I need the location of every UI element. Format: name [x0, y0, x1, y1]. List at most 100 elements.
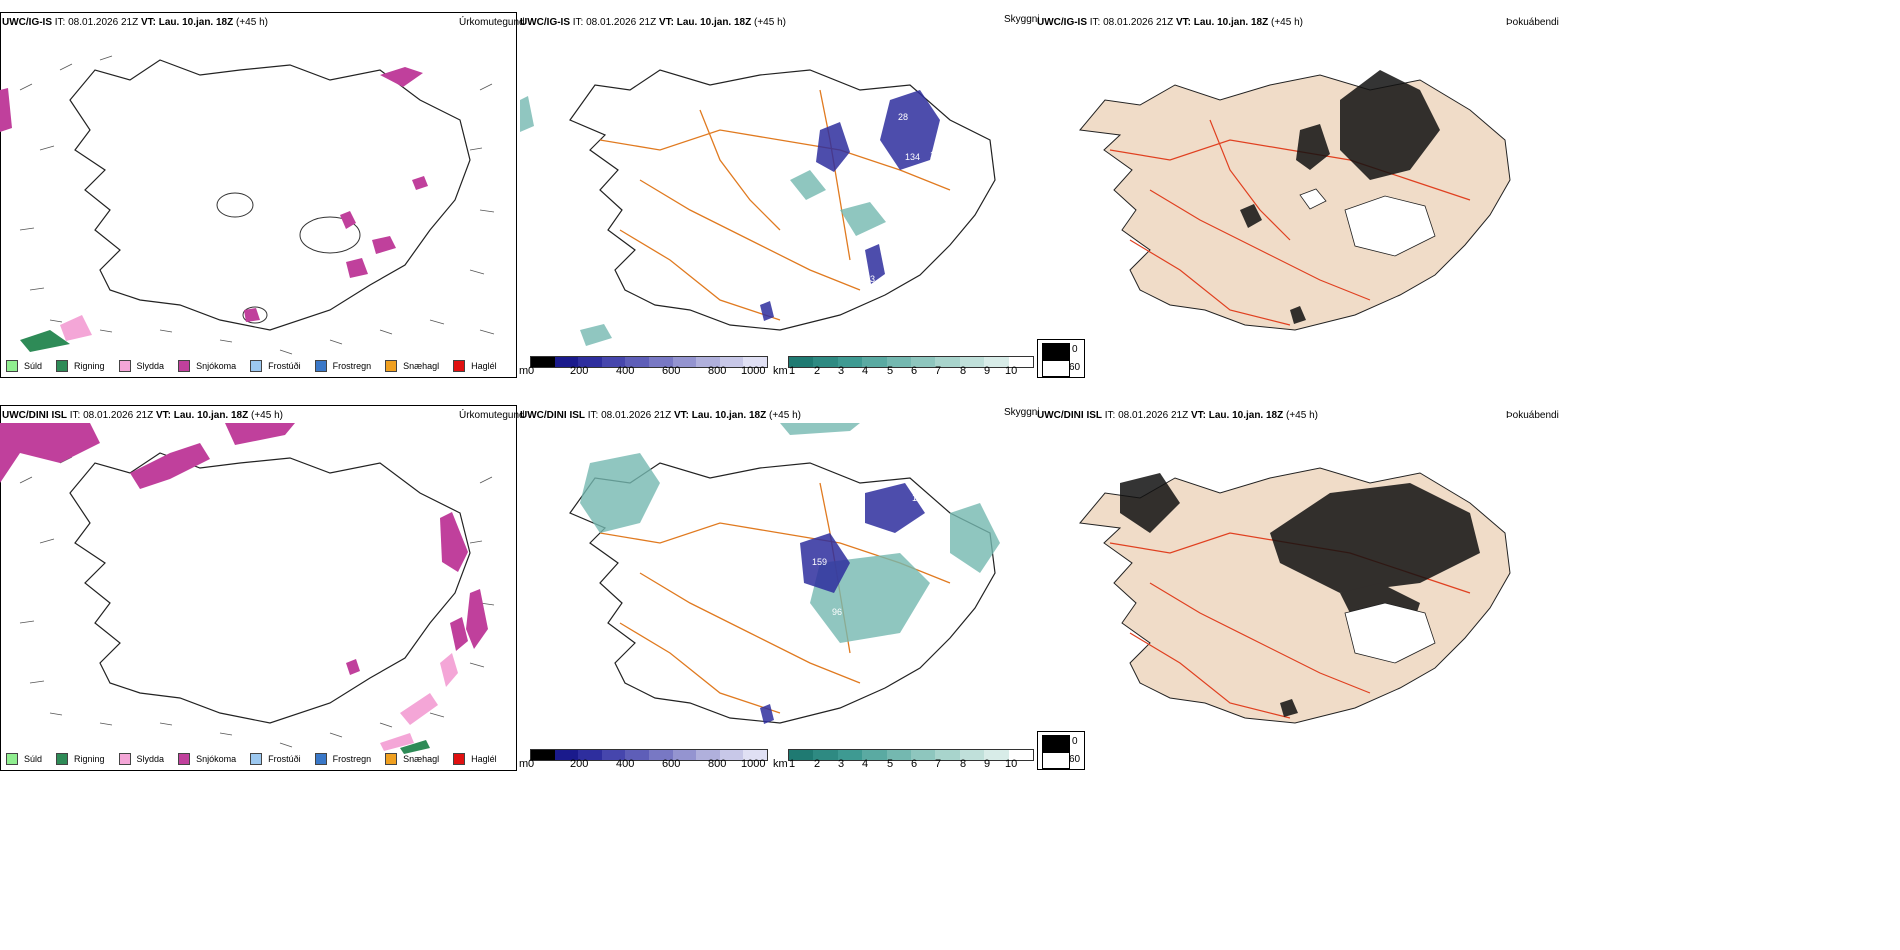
legend-label: Haglél [471, 754, 497, 764]
ptype-header-2: UWC/DINI ISL IT: 08.01.2026 21Z VT: Lau.… [2, 410, 283, 422]
snow-areas [0, 423, 488, 675]
cbar-step [601, 357, 626, 367]
cbar-step [625, 750, 649, 760]
rain-areas [20, 315, 92, 352]
m-tick: 1000 [741, 365, 766, 377]
valid-time: Lau. 10.jan. 18Z [158, 17, 234, 28]
fog-swatch-black [1042, 343, 1070, 360]
fog-swatch-white [1042, 360, 1070, 377]
km-tick: 3 [838, 365, 845, 377]
vis-header-2: UWC/DINI ISL IT: 08.01.2026 21Z VT: Lau.… [520, 410, 801, 422]
km-tick: 3 [838, 758, 845, 770]
glaciers [216, 192, 361, 324]
ptype-legend-2: Súld Rigning Slydda Snjókoma Frostúði Fr… [6, 753, 511, 765]
legend-label: Rigning [74, 754, 105, 764]
legend-swatch [385, 753, 398, 765]
cbar-step [886, 750, 912, 760]
legend-item: Frostúði [250, 753, 301, 765]
model-name: UWC/IG-IS [1037, 17, 1087, 28]
cbar-step [935, 750, 960, 760]
m-tick: 200 [570, 365, 589, 377]
legend-label: Snjókoma [196, 361, 237, 371]
vis-value-label: 198 [868, 667, 883, 677]
cbar-step [935, 357, 960, 367]
lead-time: (+45 h) [769, 410, 801, 421]
cbar-step [625, 357, 649, 367]
legend-item: Haglél [453, 753, 497, 765]
cbar-step [789, 357, 814, 367]
legend-swatch [118, 753, 131, 765]
fog-header-1: UWC/IG-IS IT: 08.01.2026 21Z VT: Lau. 10… [1037, 17, 1303, 29]
m-tick: 800 [708, 365, 727, 377]
legend-label: Slydda [136, 754, 165, 764]
m-colorbar-1 [530, 356, 768, 368]
legend-item: Súld [6, 360, 42, 372]
cbar-step [648, 357, 673, 367]
vis-value-label: 118 [912, 493, 926, 503]
legend-item: Snæhagl [385, 360, 439, 372]
cbar-step [554, 357, 579, 367]
iceland-coastline [69, 452, 471, 724]
legend-label: Frostúði [268, 361, 301, 371]
fog-areas [1240, 70, 1440, 324]
cbar-step [554, 750, 579, 760]
legend-item: Slydda [118, 753, 165, 765]
m-tick: 400 [616, 758, 635, 770]
fog-legend-2: 0 60 [1037, 731, 1085, 770]
km-tick: 5 [887, 758, 894, 770]
legend-label: Frostregn [332, 754, 372, 764]
ptype-title: Úrkomutegund [459, 410, 525, 421]
vis-value-label: 125 [778, 595, 793, 605]
km-tick: 2 [814, 365, 821, 377]
legend-label: Súld [24, 361, 43, 371]
cbar-step [719, 357, 744, 367]
cbar-step [672, 357, 697, 367]
init-time: IT: 08.01.2026 21Z [69, 410, 154, 421]
legend-label: Frostregn [332, 361, 372, 371]
valid-label: VT: [658, 17, 674, 28]
iceland-coastline [69, 59, 471, 331]
legend-label: Snæhagl [403, 361, 440, 371]
cbar-step [984, 750, 1009, 760]
legend-label: Slydda [136, 361, 165, 371]
cbar-step [862, 750, 887, 760]
m-tick: 200 [570, 758, 589, 770]
legend-swatch [6, 753, 18, 765]
km-tick: 9 [984, 365, 991, 377]
fog-swatch-white [1042, 752, 1070, 769]
valid-label: VT: [1190, 410, 1206, 421]
legend-swatch [178, 753, 191, 765]
model-name: UWC/DINI ISL [520, 410, 585, 421]
fog-map-1 [1079, 70, 1511, 331]
model-name: UWC/DINI ISL [1037, 410, 1102, 421]
fog-legend-1: 0 60 [1037, 339, 1085, 378]
km-tick: 4 [862, 365, 869, 377]
cbar-step [719, 750, 744, 760]
cbar-step [601, 750, 626, 760]
cbar-step [911, 357, 936, 367]
m-tick: 600 [662, 365, 681, 377]
snow-areas [0, 67, 428, 322]
legend-item: Rigning [56, 360, 105, 372]
cbar-step [813, 750, 838, 760]
km-tick: 10 [1005, 365, 1018, 377]
valid-time: Lau. 10.jan. 18Z [691, 410, 767, 421]
legend-item: Snæhagl [385, 753, 439, 765]
legend-swatch [385, 360, 398, 372]
legend-item: Snjókoma [178, 360, 236, 372]
cbar-step [813, 357, 838, 367]
cbar-step [886, 357, 912, 367]
vis-value-label: 159 [812, 557, 827, 567]
km-tick: 8 [960, 365, 967, 377]
fog-header-2: UWC/DINI ISL IT: 08.01.2026 21Z VT: Lau.… [1037, 410, 1318, 422]
m-tick: 400 [616, 365, 635, 377]
valid-time: Lau. 10.jan. 18Z [1193, 17, 1269, 28]
km-tick: 9 [984, 758, 991, 770]
init-time: IT: 08.01.2026 21Z [572, 17, 657, 28]
ptype-header-1: UWC/IG-IS IT: 08.01.2026 21Z VT: Lau. 10… [2, 17, 268, 29]
cbar-step [743, 357, 767, 367]
valid-label: VT: [1175, 17, 1191, 28]
m-unit-label: m [519, 758, 529, 770]
init-time: IT: 08.01.2026 21Z [1104, 410, 1189, 421]
vis-title: Skyggni [1004, 14, 1040, 25]
